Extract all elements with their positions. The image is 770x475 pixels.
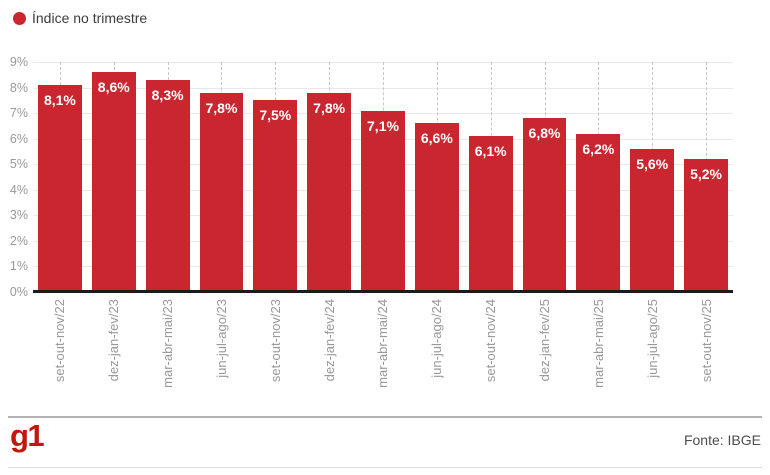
x-axis-line	[33, 290, 733, 293]
x-axis-label: jun-jul-ago/23	[213, 299, 229, 378]
x-axis-label: set-out-nov/24	[483, 299, 499, 383]
g1-logo: g1	[10, 418, 45, 453]
bar: 6,1%	[468, 136, 513, 292]
y-axis-label: 4%	[9, 182, 28, 197]
bar-slot: 6,8%	[518, 62, 572, 292]
bar-slot: 6,2%	[571, 62, 625, 292]
bar-value-label: 7,8%	[205, 99, 238, 116]
x-axis-label: mar-abr-mai/24	[375, 299, 391, 388]
bar: 8,1%	[38, 85, 82, 292]
bar-slot: 8,6%	[87, 62, 141, 292]
x-axis-slot: dez-jan-fev/23	[87, 299, 141, 399]
bar-value-label: 6,8%	[528, 125, 561, 142]
bar: 7,5%	[253, 100, 298, 292]
x-axis-label: mar-abr-mai/25	[590, 299, 606, 388]
x-axis-slot: set-out-nov/25	[679, 299, 733, 399]
y-axis-label: 2%	[9, 233, 28, 248]
legend: Índice no trimestre	[13, 10, 147, 26]
x-axis-slot: mar-abr-mai/23	[141, 299, 195, 399]
x-axis-slot: set-out-nov/22	[33, 299, 87, 399]
bar-slot: 6,6%	[410, 62, 464, 292]
bar-series: 8,1% 8,6% 8,3% 7,8% 7,5% 7,8% 7,1% 6,6% 6,1% 6,8%…	[33, 62, 733, 292]
bar-slot: 6,1%	[464, 62, 518, 292]
bar: 8,3%	[145, 79, 190, 292]
x-axis-label: dez-jan-fev/24	[321, 299, 337, 382]
footer-divider	[8, 416, 762, 418]
y-axis: 0% 1% 2% 3% 4% 5% 6% 7% 8% 9%	[0, 55, 28, 299]
bar-value-label: 6,1%	[474, 143, 507, 160]
bar: 6,8%	[522, 118, 567, 292]
x-axis-label: jun-jul-ago/25	[644, 299, 660, 378]
x-axis-label: jun-jul-ago/24	[429, 299, 445, 378]
x-axis-slot: jun-jul-ago/24	[410, 299, 464, 399]
bar: 8,6%	[91, 72, 136, 292]
x-axis-slot: mar-abr-mai/25	[571, 299, 625, 399]
x-axis-slot: dez-jan-fev/24	[302, 299, 356, 399]
bar-slot: 8,1%	[33, 62, 87, 292]
x-axis-slot: set-out-nov/24	[464, 299, 518, 399]
x-axis-label: dez-jan-fev/25	[537, 299, 553, 382]
y-axis-label: 3%	[9, 208, 28, 223]
y-axis-label: 1%	[9, 259, 28, 274]
bar: 7,8%	[199, 92, 244, 292]
y-axis-label: 6%	[9, 131, 28, 146]
bar-value-label: 7,5%	[259, 107, 292, 124]
source-credit: Fonte: IBGE	[683, 432, 761, 448]
bar-slot: 7,8%	[302, 62, 356, 292]
bar: 5,6%	[630, 148, 675, 292]
bar-slot: 8,3%	[141, 62, 195, 292]
bar-value-label: 8,3%	[151, 86, 184, 103]
bar-slot: 5,6%	[625, 62, 679, 292]
bar-value-label: 8,1%	[43, 92, 76, 108]
x-axis-label: dez-jan-fev/23	[106, 299, 122, 382]
x-axis-slot: jun-jul-ago/23	[195, 299, 249, 399]
y-axis-label: 0%	[9, 285, 28, 299]
bar: 5,2%	[684, 159, 728, 292]
x-axis-slot: mar-abr-mai/24	[356, 299, 410, 399]
legend-dot-icon	[13, 11, 26, 25]
bar-value-label: 6,2%	[582, 140, 615, 157]
bottom-rule	[8, 467, 762, 468]
bar-value-label: 6,6%	[420, 130, 453, 147]
bar-value-label: 7,8%	[313, 99, 346, 116]
bar-value-label: 5,6%	[636, 155, 669, 172]
x-axis-slot: set-out-nov/23	[248, 299, 302, 399]
y-axis-label: 5%	[9, 157, 28, 172]
y-axis-label: 7%	[9, 106, 28, 121]
y-axis-label: 9%	[9, 55, 28, 69]
bar-slot: 5,2%	[679, 62, 733, 292]
x-axis-label: set-out-nov/25	[698, 299, 714, 383]
y-axis-label: 8%	[9, 80, 28, 95]
x-axis: set-out-nov/22 dez-jan-fev/23 mar-abr-mai/…	[33, 299, 733, 399]
bar: 6,2%	[576, 133, 621, 292]
bar: 6,6%	[414, 123, 459, 292]
bar-slot: 7,8%	[195, 62, 249, 292]
bar-value-label: 5,2%	[690, 166, 722, 183]
legend-label: Índice no trimestre	[32, 10, 148, 26]
bar-value-label: 8,6%	[97, 79, 130, 96]
bar: 7,1%	[361, 110, 405, 292]
x-axis-label: mar-abr-mai/23	[160, 299, 176, 388]
x-axis-label: set-out-nov/23	[267, 299, 283, 383]
bar-value-label: 7,1%	[367, 117, 399, 134]
bar-slot: 7,5%	[248, 62, 302, 292]
x-axis-slot: jun-jul-ago/25	[625, 299, 679, 399]
bar-chart-plot-area: 8,1% 8,6% 8,3% 7,8% 7,5% 7,8% 7,1% 6,6% 6,1% 6,8%…	[33, 62, 733, 292]
bar: 7,8%	[307, 92, 352, 292]
bar-slot: 7,1%	[356, 62, 410, 292]
x-axis-label: set-out-nov/22	[52, 299, 68, 383]
x-axis-slot: dez-jan-fev/25	[518, 299, 572, 399]
